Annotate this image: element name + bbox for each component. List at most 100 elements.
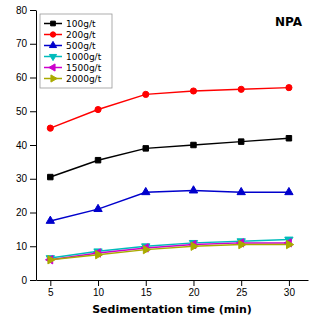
tick: 5 [48,280,54,298]
tick-label: 70 [16,38,28,49]
tick: 80 [16,5,36,16]
tick-mark [146,280,147,286]
point [285,187,293,194]
point [143,91,149,97]
tick-label: 20 [188,287,200,298]
axis-line [36,11,37,281]
point [286,136,291,141]
legend-symbol [49,41,56,47]
tick-mark [30,10,36,11]
legend-item: 200g/t [44,30,96,40]
tick: 50 [16,106,36,117]
point [191,242,198,250]
tick-label: 30 [16,173,28,184]
point [286,85,292,91]
plot-area: 5 10 15 20 25 30 0 10 20 30 40 50 60 70 80 Sedimentatio… [16,5,309,316]
tick-mark [193,280,194,286]
tick-mark [30,280,36,281]
legend-label: 500g/t [66,41,96,51]
tick-mark [30,213,36,214]
point [96,251,103,259]
legend-item: 500g/t [44,41,96,51]
y-axis: 0 10 20 30 40 50 60 70 80 [16,5,37,286]
point [48,256,55,264]
legend-label: 200g/t [66,30,96,40]
point [143,245,150,253]
series-line [50,243,289,260]
tick-label: 40 [16,140,28,151]
legend-symbol [49,54,56,60]
x-axis-title: Sedimentation time (min) [92,303,252,316]
tick-label: 5 [48,287,54,298]
point [46,216,54,223]
tick-label: 80 [16,5,28,16]
tick-label: 0 [21,275,27,286]
tick-mark [30,145,36,146]
tick-mark [241,280,242,286]
point [189,186,197,193]
series-line [50,191,289,221]
legend-symbol [51,75,57,82]
legend-item: 100g/t [44,19,96,29]
point [142,187,150,194]
legend-item: 1000g/t [44,52,102,62]
tick: 30 [16,173,36,184]
tick: 0 [21,275,36,286]
legend-box [40,14,112,88]
annotation: NPA [275,15,303,29]
legend-symbol [49,64,55,71]
point [143,146,148,151]
x-axis: 5 10 15 20 25 30 [37,280,309,298]
point [48,174,53,179]
tick-label: 15 [141,287,153,298]
tick-mark [98,280,99,286]
point [287,240,294,248]
tick-mark [289,280,290,286]
legend-label: 1500g/t [66,63,102,73]
point [238,86,244,92]
tick-label: 60 [16,72,28,83]
tick: 25 [236,280,248,298]
tick: 20 [16,207,36,218]
legend-label: 2000g/t [66,74,102,84]
tick: 60 [16,72,36,83]
series-line [50,138,289,177]
tick-label: 10 [93,287,105,298]
tick: 20 [188,280,200,298]
tick-label: 20 [16,207,28,218]
series-line [50,245,289,260]
legend-label: 1000g/t [66,52,102,62]
tick-label: 50 [16,106,28,117]
tick: 15 [141,280,153,298]
series-line [50,88,289,129]
tick: 10 [93,280,105,298]
tick: 70 [16,38,36,49]
legend-symbol [50,32,55,37]
tick: 40 [16,140,36,151]
tick-mark [30,44,36,45]
point [190,88,196,94]
tick-mark [30,111,36,112]
tick-mark [50,280,51,286]
chart-svg: 5 10 15 20 25 30 0 10 20 30 40 50 60 70 80 Sedimentatio… [0,0,320,320]
point [95,106,101,112]
tick-label: 25 [236,287,248,298]
tick-mark [30,78,36,79]
chart-container: 5 10 15 20 25 30 0 10 20 30 40 50 60 70 80 Sedimentatio… [0,0,320,320]
tick: 10 [16,241,36,252]
point [238,139,243,144]
marks [46,85,294,264]
point [239,240,246,248]
axis-line [37,280,309,281]
tick-mark [30,246,36,247]
point [191,142,196,147]
tick: 30 [284,280,296,298]
legend: 100g/t200g/t500g/t1000g/t1500g/t2000g/t [40,14,112,88]
legend-item: 2000g/t [44,74,102,84]
point [95,157,100,162]
point [47,125,53,131]
legend-label: 100g/t [66,19,96,29]
tick-mark [30,179,36,180]
tick-label: 10 [16,241,28,252]
point [94,204,102,211]
